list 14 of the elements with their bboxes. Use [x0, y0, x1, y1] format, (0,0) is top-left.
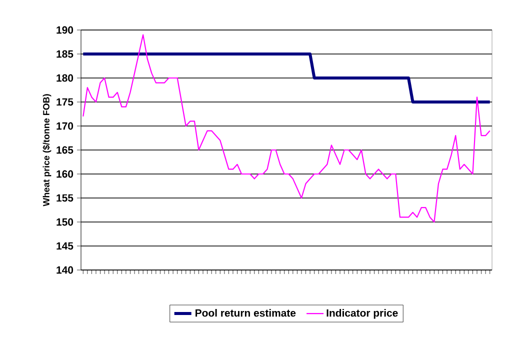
y-tick-label: 170: [56, 122, 74, 130]
y-tick-label: 140: [56, 266, 74, 274]
y-tick-label: 185: [56, 50, 74, 58]
y-tick-label: 190: [56, 26, 74, 34]
y-tick-label: 175: [56, 98, 74, 106]
y-axis-title: Wheat price ($/tonne FOB): [42, 94, 52, 206]
y-tick-label: 145: [56, 242, 74, 250]
legend-label: Pool return estimate: [196, 308, 296, 317]
y-tick-label: 155: [56, 194, 74, 202]
legend-label: Indicator price: [326, 308, 398, 319]
y-tick-label: 165: [56, 146, 74, 154]
y-tick-label: 160: [56, 170, 74, 178]
y-tick-label: 150: [56, 218, 74, 226]
y-tick-label: 180: [56, 74, 74, 82]
